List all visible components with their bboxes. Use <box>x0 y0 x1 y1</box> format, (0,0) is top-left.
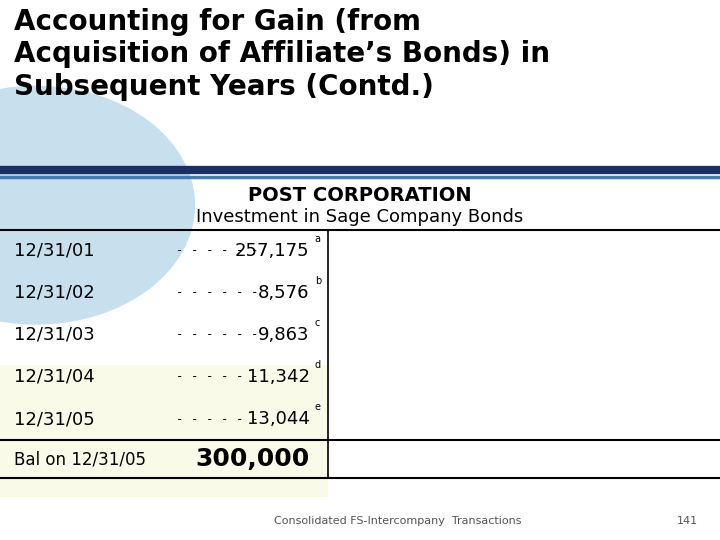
Text: 12/31/02: 12/31/02 <box>14 284 95 302</box>
Text: 8,576: 8,576 <box>258 284 310 302</box>
Text: 141: 141 <box>678 516 698 526</box>
Text: Consolidated FS-Intercompany  Transactions: Consolidated FS-Intercompany Transaction… <box>274 516 521 526</box>
Text: 11,342: 11,342 <box>246 368 310 386</box>
FancyBboxPatch shape <box>0 364 328 497</box>
Text: POST CORPORATION: POST CORPORATION <box>248 186 472 205</box>
Text: - - - - - -: - - - - - - <box>176 370 259 383</box>
Text: - - - - - -: - - - - - - <box>176 286 259 299</box>
Text: 12/31/05: 12/31/05 <box>14 410 95 428</box>
Text: 300,000: 300,000 <box>195 447 310 471</box>
Text: d: d <box>315 360 321 370</box>
Text: c: c <box>315 318 320 328</box>
Text: 12/31/01: 12/31/01 <box>14 241 95 260</box>
Text: e: e <box>315 402 320 412</box>
Text: Accounting for Gain (from
Acquisition of Affiliate’s Bonds) in
Subsequent Years : Accounting for Gain (from Acquisition of… <box>14 8 550 101</box>
Text: 12/31/04: 12/31/04 <box>14 368 95 386</box>
Text: 9,863: 9,863 <box>258 326 310 344</box>
Text: 13,044: 13,044 <box>247 410 310 428</box>
Text: Bal on 12/31/05: Bal on 12/31/05 <box>14 450 146 468</box>
Text: - - - - - -: - - - - - - <box>176 413 259 426</box>
Circle shape <box>0 86 194 324</box>
Text: 12/31/03: 12/31/03 <box>14 326 95 344</box>
Text: - - - - - -: - - - - - - <box>176 244 259 257</box>
Text: Investment in Sage Company Bonds: Investment in Sage Company Bonds <box>197 208 523 226</box>
Text: - - - - - -: - - - - - - <box>176 328 259 341</box>
Text: a: a <box>315 234 320 244</box>
Text: 257,175: 257,175 <box>235 241 310 260</box>
Text: b: b <box>315 276 321 286</box>
